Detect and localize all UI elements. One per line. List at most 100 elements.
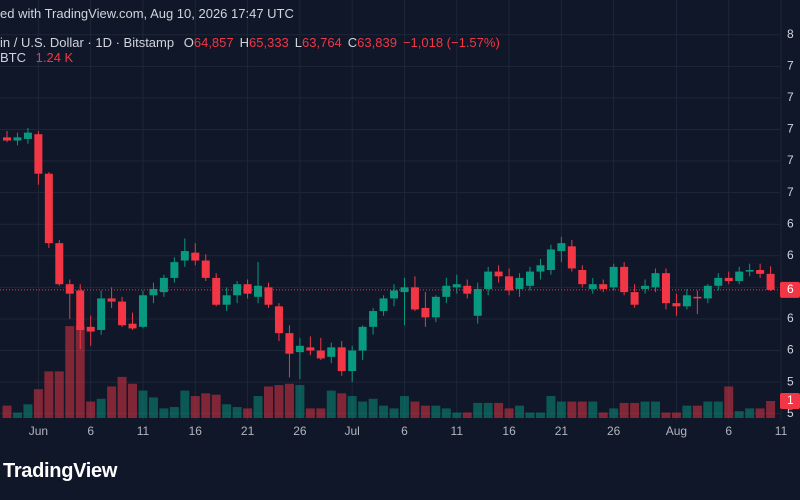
volume-bar bbox=[619, 402, 629, 418]
volume-bar bbox=[692, 405, 702, 418]
grid bbox=[0, 0, 782, 420]
volume-bar bbox=[201, 393, 211, 418]
volume-bar bbox=[588, 401, 598, 418]
y-tick-label: 5 bbox=[787, 406, 794, 420]
candle-body bbox=[661, 273, 670, 304]
volume-bar bbox=[368, 398, 378, 418]
volume-bar bbox=[305, 408, 315, 418]
x-tick-label: 26 bbox=[293, 424, 307, 438]
volume-bar bbox=[766, 400, 776, 418]
candle-body bbox=[651, 273, 660, 288]
symbol-legend: in / U.S. Dollar · 1D · Bitstamp O64,857… bbox=[0, 35, 500, 50]
candle-body bbox=[452, 284, 461, 288]
candle-body bbox=[107, 298, 116, 302]
candle-body bbox=[44, 173, 53, 244]
candle-body bbox=[138, 295, 147, 327]
candle-body bbox=[379, 298, 388, 312]
volume-bar bbox=[211, 394, 221, 418]
volume-bar bbox=[389, 408, 399, 418]
last-volume-label: 1 bbox=[787, 393, 794, 407]
candle-body bbox=[735, 271, 744, 282]
volume-bar bbox=[525, 412, 535, 418]
candle-body bbox=[526, 271, 534, 286]
volume-bar bbox=[316, 408, 326, 418]
volume-bar bbox=[703, 401, 713, 418]
volume-bar bbox=[640, 401, 650, 418]
x-tick-label: 26 bbox=[607, 424, 621, 438]
candle-body bbox=[180, 251, 189, 261]
volume-bar bbox=[326, 390, 336, 418]
volume-bar bbox=[682, 405, 692, 418]
x-tick-label: Aug bbox=[666, 424, 687, 438]
candle-body bbox=[442, 285, 451, 297]
x-tick-label: 21 bbox=[241, 424, 255, 438]
last-price-box bbox=[780, 281, 800, 298]
x-tick-label: 6 bbox=[725, 424, 732, 438]
candle-body bbox=[714, 277, 723, 286]
candle-body bbox=[212, 277, 221, 305]
x-tick-label: Jul bbox=[345, 424, 360, 438]
candle-body bbox=[55, 243, 64, 285]
volume-bar bbox=[347, 396, 357, 418]
candle-body bbox=[724, 277, 733, 282]
y-tick-label: 5 bbox=[787, 374, 794, 388]
volume-bar bbox=[12, 412, 22, 418]
volume-bar bbox=[420, 405, 430, 418]
volume-bar bbox=[755, 408, 765, 418]
candle-body bbox=[149, 288, 158, 296]
candle-body bbox=[578, 270, 587, 285]
candle-body bbox=[756, 270, 765, 274]
volume-bar bbox=[671, 412, 681, 418]
candle-body bbox=[494, 271, 503, 277]
candle-body bbox=[285, 333, 294, 354]
y-tick-label: 6 bbox=[787, 248, 794, 262]
volume-bar bbox=[515, 405, 525, 418]
volume-bar bbox=[337, 393, 347, 418]
candle-body bbox=[410, 287, 419, 310]
candle-body bbox=[327, 347, 336, 357]
legend-value: 64,857 bbox=[193, 35, 234, 50]
header: ed with TradingView.com, Aug 10, 2026 17… bbox=[0, 6, 500, 65]
volume-bar bbox=[107, 386, 117, 418]
candle-body bbox=[620, 266, 629, 293]
y-tick-label: 8 bbox=[787, 27, 794, 41]
candle-body bbox=[557, 243, 566, 252]
volume-bar bbox=[169, 407, 179, 418]
candle-body bbox=[473, 288, 482, 316]
candle-body bbox=[641, 285, 650, 289]
legend-value: 63,764 bbox=[302, 35, 342, 50]
candle-body bbox=[369, 311, 378, 327]
candle-body bbox=[316, 350, 325, 359]
volume-bar bbox=[117, 376, 127, 418]
volume-bar bbox=[232, 407, 242, 418]
volume-bar bbox=[295, 385, 305, 418]
candle-body bbox=[3, 137, 11, 141]
candle-body bbox=[254, 285, 263, 297]
candle-body bbox=[65, 284, 74, 294]
candle-body bbox=[766, 273, 775, 290]
y-tick-label: 7 bbox=[787, 90, 794, 104]
candle-body bbox=[421, 307, 430, 318]
volume-bar bbox=[713, 401, 723, 418]
legend-key: O bbox=[183, 35, 194, 50]
candle-body bbox=[76, 290, 85, 330]
candle-body bbox=[682, 295, 691, 307]
y-tick-label: 6 bbox=[787, 311, 794, 325]
candle-body bbox=[222, 295, 231, 305]
volume-bar bbox=[546, 396, 556, 418]
x-tick-label: 16 bbox=[189, 424, 203, 438]
candle-body bbox=[118, 301, 127, 326]
volume-bar bbox=[148, 397, 158, 418]
candle-body bbox=[567, 246, 576, 269]
x-tick-label: 16 bbox=[502, 424, 516, 438]
candle-body bbox=[546, 249, 555, 270]
volume-bar bbox=[431, 405, 441, 418]
legend-change: −1,018 (−1.57%) bbox=[402, 35, 500, 50]
volume-bar bbox=[577, 401, 587, 418]
candle-body bbox=[97, 298, 106, 330]
legend-value: 63,839 bbox=[357, 35, 397, 50]
volume-bar bbox=[452, 412, 462, 418]
volume-bar bbox=[410, 401, 420, 418]
y-tick-label: 6 bbox=[787, 216, 794, 230]
